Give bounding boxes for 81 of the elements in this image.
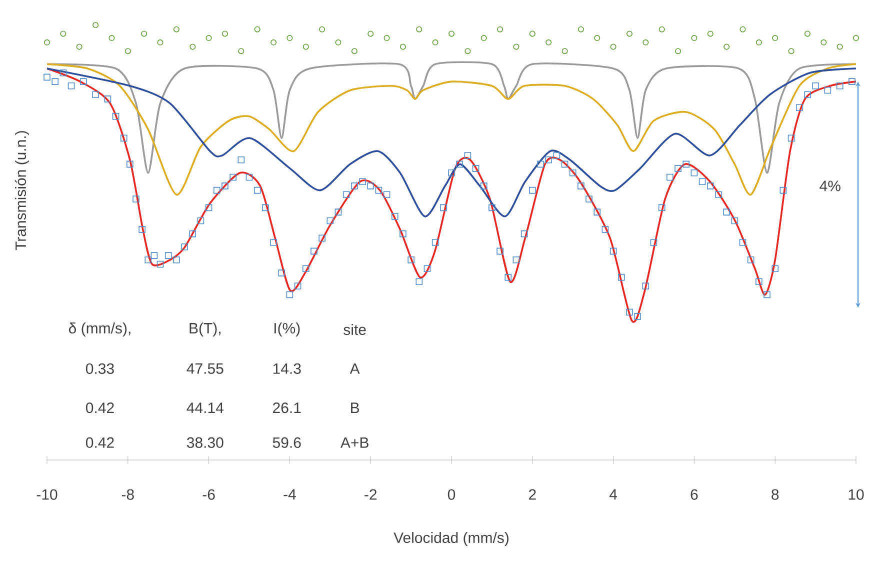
- point: [76, 44, 82, 50]
- x-axis-title: Velocidad (mm/s): [394, 532, 508, 546]
- annotation: 47.55: [186, 363, 224, 374]
- point: [400, 44, 406, 50]
- annotation: A+B: [340, 437, 368, 448]
- point: [464, 48, 471, 54]
- point: [707, 30, 714, 37]
- point: [222, 30, 228, 37]
- annotation: 44.14: [186, 402, 224, 413]
- annotation: 38.30: [186, 437, 224, 448]
- point: [724, 44, 730, 50]
- annotation: 0.42: [86, 402, 114, 414]
- point: [804, 30, 810, 37]
- x-tick-label: -4: [284, 489, 296, 500]
- point: [853, 35, 860, 42]
- annotation: 59.6: [272, 437, 301, 448]
- x-tick-label: -2: [364, 489, 377, 500]
- point: [286, 35, 293, 42]
- x-tick-label: -8: [122, 489, 134, 500]
- point: [658, 26, 665, 32]
- annotation: 0.42: [86, 437, 114, 448]
- annotation: 4%: [820, 180, 840, 192]
- point: [675, 48, 682, 54]
- point: [302, 44, 309, 50]
- point: [642, 39, 649, 46]
- point: [351, 48, 358, 54]
- point: [254, 26, 260, 32]
- annotation: δ (mm/s),: [68, 322, 130, 336]
- point: [756, 39, 762, 46]
- annotation: B: [351, 402, 360, 413]
- point: [497, 26, 504, 32]
- point: [626, 30, 632, 37]
- x-tick-label: 6: [690, 489, 698, 500]
- x-tick-label: 2: [528, 489, 536, 500]
- point: [124, 48, 131, 54]
- point: [594, 35, 600, 42]
- annotation: 26.1: [273, 402, 301, 414]
- point: [157, 39, 164, 46]
- point: [772, 35, 778, 42]
- point: [108, 35, 115, 42]
- x-tick-label: -10: [36, 489, 58, 500]
- point: [416, 26, 422, 32]
- point: [513, 44, 520, 50]
- point: [788, 48, 794, 54]
- point: [368, 30, 374, 37]
- point: [270, 39, 277, 46]
- point: [432, 39, 438, 46]
- point: [610, 44, 616, 50]
- x-tick-label: 0: [448, 489, 456, 500]
- point: [141, 30, 148, 37]
- point: [578, 26, 584, 32]
- point: [691, 35, 698, 42]
- annotation: B(T),: [190, 322, 220, 336]
- point: [384, 35, 390, 42]
- point: [448, 30, 455, 37]
- point: [319, 26, 326, 32]
- point: [546, 39, 552, 46]
- x-tick-label: 8: [772, 489, 779, 500]
- point: [206, 35, 212, 42]
- point: [60, 30, 66, 37]
- annotation: 14.3: [273, 363, 301, 374]
- point: [173, 26, 180, 32]
- annotation: site: [344, 324, 366, 335]
- x-tick-label: 10: [848, 489, 864, 500]
- point: [44, 39, 50, 46]
- y-axis-title: Transmisión (u.n.): [14, 131, 29, 250]
- x-tick-label: -6: [202, 489, 215, 500]
- point: [820, 39, 827, 46]
- point: [740, 26, 746, 32]
- point: [836, 44, 843, 50]
- point: [238, 48, 244, 54]
- point: [529, 30, 536, 37]
- annotation: I(%): [274, 322, 300, 336]
- point: [92, 22, 99, 28]
- point: [190, 44, 196, 50]
- annotation: 0.33: [86, 363, 114, 374]
- x-tick-label: 4: [609, 489, 618, 500]
- annotation: A: [350, 363, 360, 374]
- point: [562, 48, 568, 54]
- point: [480, 35, 487, 42]
- point: [335, 39, 342, 46]
